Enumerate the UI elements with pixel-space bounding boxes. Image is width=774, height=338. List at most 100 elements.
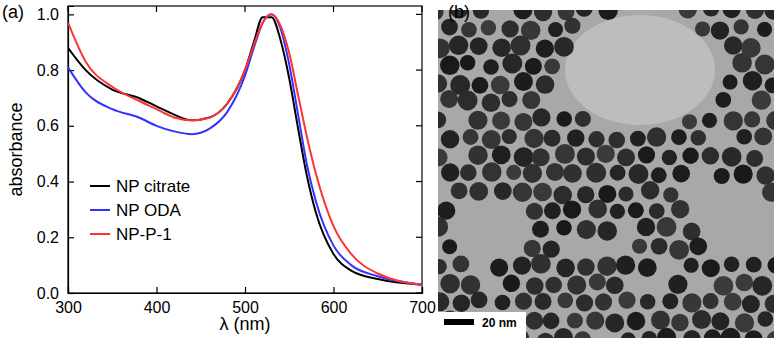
nanoparticle xyxy=(492,38,511,57)
nanoparticle xyxy=(468,111,487,130)
x-tick: 700 xyxy=(409,287,436,316)
nanoparticle xyxy=(502,54,522,74)
y-tick-label: 0.4 xyxy=(37,173,59,190)
nanoparticle xyxy=(724,111,743,130)
nanoparticle xyxy=(535,293,552,310)
nanoparticle xyxy=(563,164,582,183)
nanoparticle xyxy=(641,181,659,199)
x-tick-mark xyxy=(156,287,157,293)
x-axis-title: λ (nm) xyxy=(220,314,271,334)
nanoparticle xyxy=(438,38,450,58)
nanoparticle xyxy=(766,111,774,130)
nanoparticle xyxy=(501,20,518,37)
nanoparticle xyxy=(669,240,689,260)
nanoparticle xyxy=(494,182,512,200)
nanoparticle xyxy=(597,145,615,163)
nanoparticle xyxy=(715,92,731,108)
nanoparticle xyxy=(442,239,457,254)
nanoparticle xyxy=(438,74,447,92)
x-tick-label: 400 xyxy=(144,299,171,316)
y-tick-mark-right xyxy=(416,237,422,238)
nanoparticle xyxy=(473,10,489,19)
nanoparticle xyxy=(440,274,460,294)
nanoparticle xyxy=(438,10,444,20)
x-tick-label: 700 xyxy=(409,299,436,316)
panel-label: (a) xyxy=(2,2,24,22)
nanoparticle xyxy=(733,19,748,34)
y-tick-mark xyxy=(68,126,74,127)
nanoparticle xyxy=(756,166,774,184)
nanoparticle xyxy=(651,238,668,255)
nanoparticle xyxy=(555,144,575,164)
nanoparticle xyxy=(544,202,561,219)
nanoparticle xyxy=(514,72,533,91)
nanoparticle xyxy=(453,294,470,311)
nanoparticle xyxy=(647,127,666,146)
legend-label: NP-P-1 xyxy=(116,225,172,244)
nanoparticle xyxy=(628,202,644,218)
nanoparticle xyxy=(441,130,459,148)
micrograph-background xyxy=(438,10,774,338)
y-tick: 0.4 xyxy=(37,173,74,190)
micrograph xyxy=(438,10,774,338)
nanoparticle xyxy=(618,186,633,201)
series-line xyxy=(68,14,422,284)
nanoparticle xyxy=(714,168,730,184)
nanoparticle xyxy=(755,55,774,75)
nanoparticle xyxy=(649,203,665,219)
nanoparticle xyxy=(745,330,763,338)
nanoparticle xyxy=(532,148,550,166)
nanoparticle xyxy=(711,21,729,39)
nanoparticle xyxy=(461,22,477,38)
nanoparticle xyxy=(724,257,739,272)
nanoparticle xyxy=(532,108,550,126)
nanoparticle xyxy=(461,275,480,294)
nanoparticle xyxy=(567,276,586,295)
nanoparticle xyxy=(438,148,448,166)
y-tick-label: 1.0 xyxy=(37,6,59,23)
nanoparticle xyxy=(682,148,698,164)
nanoparticle xyxy=(752,90,771,109)
nanoparticle xyxy=(441,163,459,181)
nanoparticle xyxy=(765,77,774,93)
nanoparticle xyxy=(577,186,594,203)
nanoparticle xyxy=(752,276,772,296)
nanoparticle xyxy=(495,295,511,311)
nanoparticle xyxy=(532,221,549,238)
y-tick: 0.2 xyxy=(37,229,74,246)
nanoparticle xyxy=(682,114,697,129)
nanoparticle xyxy=(744,111,760,127)
nanoparticle xyxy=(589,274,606,291)
nanoparticle xyxy=(470,37,488,55)
nanoparticle xyxy=(610,165,626,181)
nanoparticle xyxy=(483,59,499,75)
nanoparticle xyxy=(577,147,595,165)
nanoparticle xyxy=(525,58,542,75)
legend-label: NP ODA xyxy=(116,201,182,220)
nanoparticle xyxy=(627,312,646,331)
x-tick-label: 300 xyxy=(55,299,82,316)
nanoparticle xyxy=(704,329,721,338)
x-axis: 300400500600700 xyxy=(55,287,436,316)
nanoparticle xyxy=(735,274,753,292)
nanoparticle xyxy=(471,292,488,309)
nanoparticle xyxy=(449,36,468,55)
x-tick-mark xyxy=(333,287,334,293)
nanoparticle xyxy=(671,314,688,331)
nanoparticle xyxy=(525,312,543,330)
nanoparticle xyxy=(490,259,508,277)
series-line xyxy=(68,14,422,284)
nanoparticle xyxy=(536,40,554,58)
nanoparticle xyxy=(746,10,764,19)
y-axis-title: absorbance xyxy=(6,102,26,196)
y-tick-label: 0.6 xyxy=(37,117,59,134)
nanoparticle xyxy=(533,183,552,202)
y-tick-mark xyxy=(68,14,74,15)
nanoparticle xyxy=(526,277,544,295)
nanoparticle xyxy=(662,150,677,165)
nanoparticle xyxy=(513,10,532,19)
nanoparticle xyxy=(608,132,625,149)
nanoparticle xyxy=(754,127,772,145)
nanoparticle xyxy=(671,200,689,218)
nanoparticle xyxy=(684,258,699,273)
